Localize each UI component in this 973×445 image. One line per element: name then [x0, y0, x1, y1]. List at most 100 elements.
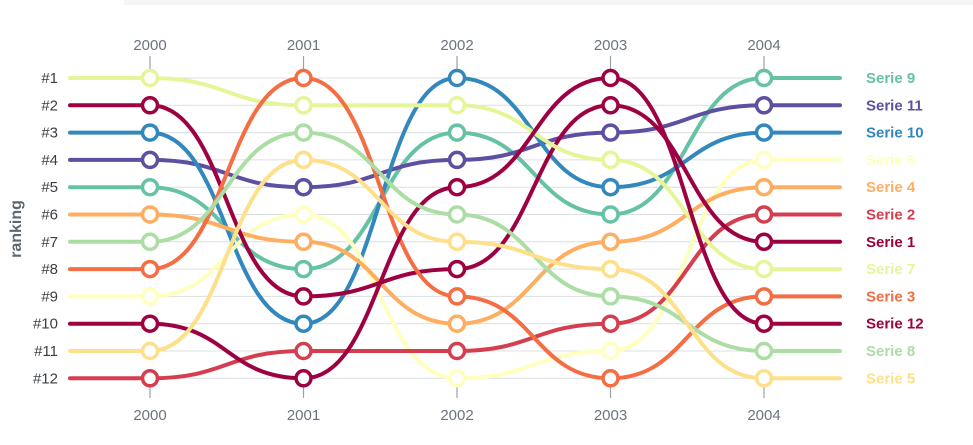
y-axis: #1 #2 #3 #4 #5 #6 #7 #8 #9 #10 #11 #12 — [33, 70, 58, 387]
data-point — [601, 287, 620, 306]
x-tick-label-top: 2001 — [287, 37, 320, 54]
series-markers — [140, 68, 774, 388]
data-point — [294, 232, 313, 252]
data-point — [294, 96, 313, 115]
top-strip — [124, 0, 973, 5]
x-tick-label-top: 2003 — [594, 37, 627, 54]
data-point — [447, 177, 467, 197]
data-point — [140, 369, 160, 388]
data-point — [601, 341, 620, 361]
data-point — [447, 205, 467, 224]
data-point — [447, 287, 467, 306]
series-lines — [68, 75, 842, 381]
data-point — [601, 68, 620, 88]
y-tick-label: #1 — [41, 70, 58, 87]
data-point — [754, 232, 774, 252]
data-point — [140, 314, 160, 333]
data-point — [447, 68, 467, 88]
y-tick-label: #5 — [41, 179, 58, 196]
data-point — [601, 96, 620, 115]
x-axis-bottom: 2000 2001 2002 2003 2004 — [133, 378, 781, 424]
data-point — [140, 177, 160, 197]
data-point — [601, 232, 620, 252]
data-point — [140, 150, 160, 170]
data-point — [140, 287, 160, 306]
data-point — [754, 123, 774, 142]
data-point — [447, 341, 467, 361]
series-line-12 — [68, 157, 842, 381]
data-point — [140, 123, 160, 142]
legend: Serie 9 Serie 11 Serie 10 Serie 6 Serie 4 Ser… — [866, 70, 924, 387]
data-point — [754, 314, 774, 333]
series-label: Serie 11 — [866, 97, 923, 114]
data-point — [294, 259, 313, 279]
series-line-9 — [68, 75, 842, 381]
y-tick-label: #7 — [41, 234, 58, 251]
data-point — [447, 150, 467, 170]
data-point — [294, 150, 313, 170]
data-point — [294, 314, 313, 333]
y-tick-label: #11 — [34, 343, 58, 360]
y-axis-title: ranking — [8, 200, 25, 258]
data-point — [140, 96, 160, 115]
x-tick-label-bottom: 2004 — [747, 407, 780, 424]
data-point — [754, 369, 774, 388]
series-label: Serie 2 — [866, 207, 915, 224]
data-point — [447, 369, 467, 388]
series-label: Serie 1 — [866, 234, 915, 251]
series-line-8 — [68, 76, 842, 272]
data-point — [447, 314, 467, 333]
y-tick-label: #12 — [33, 370, 58, 387]
data-point — [601, 177, 620, 197]
y-tick-label: #4 — [41, 152, 58, 169]
x-tick-label-bottom: 2001 — [287, 407, 320, 424]
series-label: Serie 5 — [866, 370, 915, 387]
data-point — [754, 205, 774, 224]
data-point — [140, 259, 160, 279]
data-point — [754, 96, 774, 115]
data-point — [294, 341, 313, 361]
y-tick-label: #8 — [41, 261, 58, 278]
y-tick-label: #6 — [41, 207, 58, 224]
data-point — [140, 205, 160, 224]
series-label: Serie 12 — [866, 316, 924, 333]
series-line-6 — [68, 212, 842, 381]
x-tick-label-bottom: 2000 — [133, 407, 166, 424]
y-tick-label: #10 — [33, 316, 58, 333]
series-label: Serie 10 — [866, 125, 924, 142]
data-point — [140, 341, 160, 361]
data-point — [601, 123, 620, 142]
data-point — [294, 287, 313, 306]
y-tick-label: #3 — [41, 125, 58, 142]
data-point — [754, 259, 774, 279]
data-point — [294, 205, 313, 224]
data-point — [601, 150, 620, 170]
data-point — [447, 123, 467, 142]
data-point — [294, 177, 313, 197]
data-point — [754, 68, 774, 88]
y-tick-label: #2 — [41, 97, 58, 114]
data-point — [601, 259, 620, 279]
data-point — [754, 341, 774, 361]
data-point — [754, 150, 774, 170]
series-line-2 — [68, 103, 842, 190]
data-point — [447, 232, 467, 252]
x-tick-label-top: 2002 — [440, 37, 473, 54]
data-point — [754, 177, 774, 197]
series-label: Serie 9 — [866, 70, 915, 87]
data-point — [140, 232, 160, 252]
data-point — [601, 369, 620, 388]
series-label: Serie 4 — [866, 179, 916, 196]
data-point — [601, 314, 620, 333]
x-tick-label-top: 2000 — [133, 37, 166, 54]
x-tick-label-bottom: 2003 — [594, 407, 627, 424]
series-label: Serie 8 — [866, 343, 915, 360]
data-point — [294, 68, 313, 88]
data-point — [447, 96, 467, 115]
y-tick-label: #9 — [41, 288, 58, 305]
data-point — [754, 287, 774, 306]
data-point — [601, 205, 620, 224]
series-label: Serie 6 — [866, 152, 915, 169]
x-tick-label-bottom: 2002 — [440, 407, 473, 424]
